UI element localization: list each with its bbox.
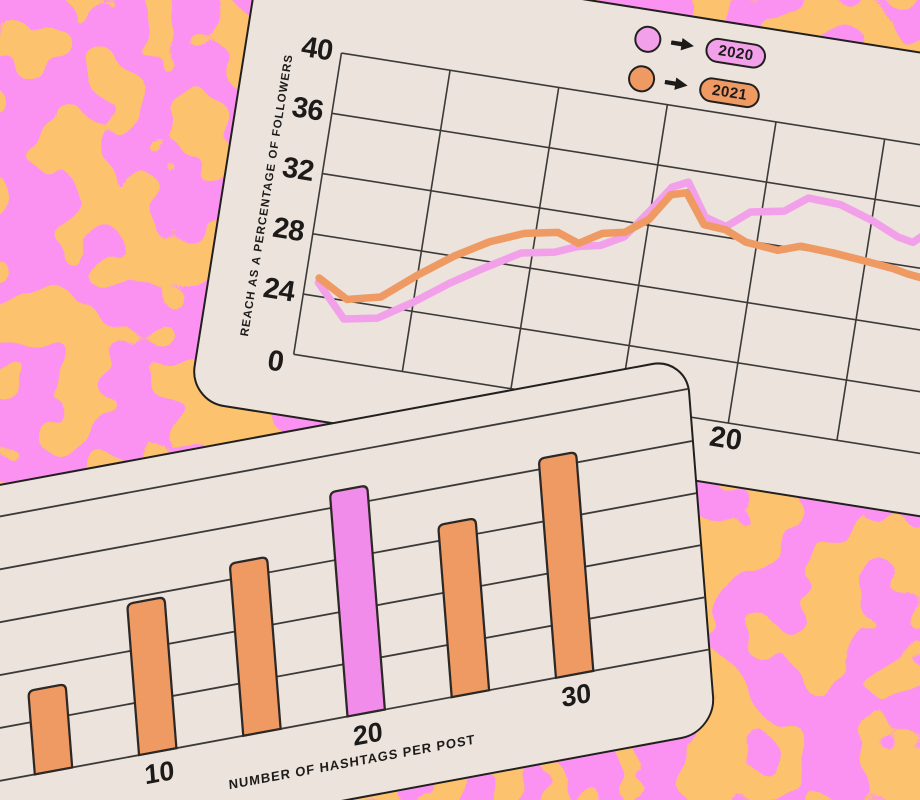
bar-25-hashtags <box>437 517 491 699</box>
bar-20-hashtags <box>329 485 387 718</box>
bar-10-hashtags <box>126 596 178 757</box>
bar-chart-card: 10 20 30 NUMBER OF HASHTAGS PER POST <box>0 356 717 800</box>
legend-pill-2021: 2021 <box>697 75 763 110</box>
line-chart-card: REACH AS A PERCENTAGE OF FOLLOWERS 40 36… <box>188 0 920 558</box>
bar-chart-plot <box>0 387 713 789</box>
bar-5-hashtags <box>27 683 74 776</box>
legend-arrow-icon <box>669 37 694 51</box>
legend-dot-2020-icon <box>632 23 664 55</box>
bar-15-hashtags <box>229 556 282 738</box>
legend-arrow-icon <box>663 77 688 90</box>
legend-dot-2021-icon <box>626 62 658 94</box>
legend-row-2020: 2020 <box>632 23 769 72</box>
series-line-2020 <box>314 178 920 323</box>
series-line-2021 <box>315 188 920 304</box>
bars <box>27 451 595 776</box>
line-chart-plot <box>292 52 920 493</box>
legend: 2020 2021 <box>624 23 769 123</box>
legend-row-2021: 2021 <box>626 62 763 111</box>
bar-30-hashtags <box>538 451 595 680</box>
